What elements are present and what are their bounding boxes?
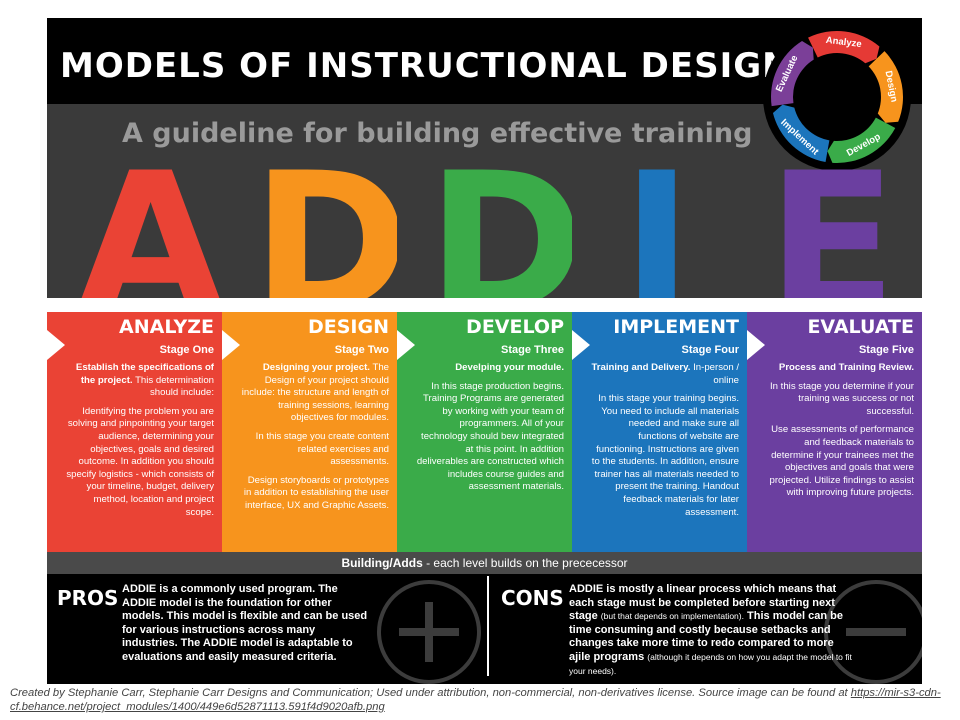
infographic-poster: MODELS OF INSTRUCTIONAL DESIGN A guideli… <box>47 18 922 684</box>
pros-title: PROS <box>57 586 119 610</box>
letter-e: E <box>767 168 897 318</box>
attribution-credit: Created by Stephanie Carr, Stephanie Car… <box>10 687 941 713</box>
letter-d: D <box>427 168 572 318</box>
stage-description: Process and Training Review. In this sta… <box>769 362 914 499</box>
stage-number: Stage Four <box>681 344 739 356</box>
cons-title: CONS <box>501 586 564 610</box>
cycle-segment-implement <box>772 104 830 162</box>
stage-evaluate: EVALUATE Stage Five Process and Training… <box>747 312 922 552</box>
poster-title: MODELS OF INSTRUCTIONAL DESIGN <box>60 46 792 86</box>
chevron-right-icon <box>572 330 590 360</box>
chevron-right-icon <box>747 330 765 360</box>
source-link[interactable]: https://mir-s3-cdn-cf.behance.net/projec… <box>10 687 941 713</box>
letter-a: A <box>77 168 222 318</box>
stage-description: Designing your project. The Design of yo… <box>241 362 389 511</box>
letter-d: D <box>252 168 397 318</box>
chevron-right-icon <box>222 330 240 360</box>
minus-icon <box>824 580 922 684</box>
cycle-label-analyze: Analyze <box>825 35 862 50</box>
divider-strip <box>47 298 922 312</box>
cons-section: CONS ADDIE is mostly a linear process wh… <box>489 576 922 684</box>
stage-number: Stage Three <box>501 344 564 356</box>
stage-develop: DEVELOP Stage Three Develping your modul… <box>397 312 572 552</box>
cycle-segment-design <box>868 51 903 123</box>
poster-subtitle: A guideline for building effective train… <box>122 118 753 149</box>
cycle-segment-evaluate <box>771 41 814 107</box>
section-divider <box>487 576 489 676</box>
stage-name: DEVELOP <box>466 316 564 338</box>
stage-number: Stage Five <box>858 344 914 356</box>
stage-name: ANALYZE <box>119 316 214 338</box>
cons-text: ADDIE is mostly a linear process which m… <box>569 583 852 676</box>
stage-name: IMPLEMENT <box>613 316 739 338</box>
stage-description: Establish the specifications of the proj… <box>66 362 214 518</box>
plus-icon <box>377 580 481 684</box>
stage-name: EVALUATE <box>807 316 914 338</box>
cycle-segment-develop <box>827 117 896 163</box>
stage-description: Develping your module. In this stage pro… <box>416 362 564 493</box>
stage-number: Stage One <box>159 344 214 356</box>
cycle-segment-analyze <box>808 30 880 64</box>
stage-description: Training and Delivery. In-person / onlin… <box>591 362 739 518</box>
chevron-right-icon <box>47 330 65 360</box>
building-adds-bar: Building/Adds - each level builds on the… <box>47 552 922 574</box>
stage-name: DESIGN <box>307 316 389 338</box>
stage-implement: IMPLEMENT Stage Four Training and Delive… <box>572 312 747 552</box>
letter-i: I <box>621 168 693 318</box>
pros-text: ADDIE is a commonly used program. The AD… <box>122 583 368 663</box>
stage-design: DESIGN Stage Two Designing your project.… <box>222 312 397 552</box>
stage-analyze: ANALYZE Stage One Establish the specific… <box>47 312 222 552</box>
stage-number: Stage Two <box>334 344 389 356</box>
pros-section: PROS ADDIE is a commonly used program. T… <box>47 576 487 684</box>
chevron-right-icon <box>397 330 415 360</box>
